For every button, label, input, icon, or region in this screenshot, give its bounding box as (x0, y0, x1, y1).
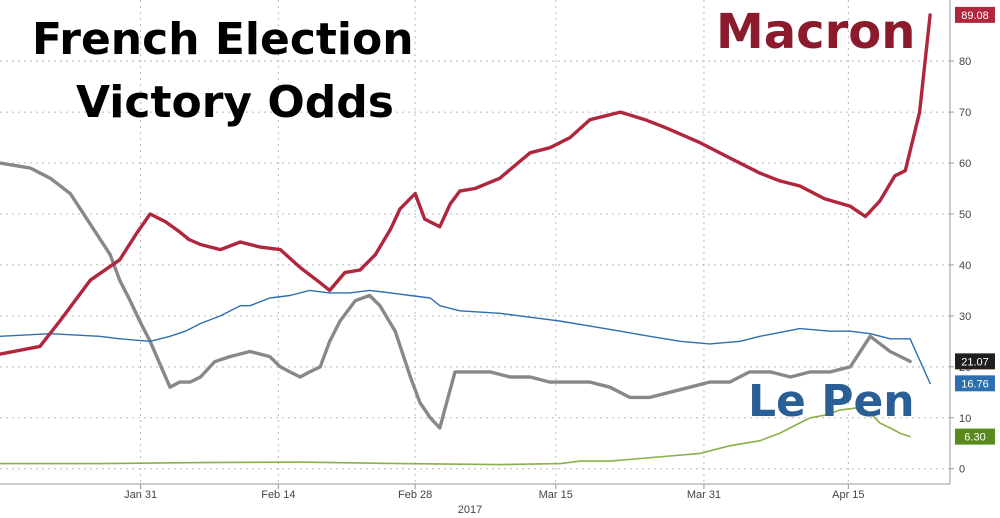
x-tick-label: Feb 14 (261, 489, 295, 501)
y-tick-label: 40 (959, 260, 971, 272)
y-tick-label: 60 (959, 158, 971, 170)
le-pen-line (0, 289, 931, 384)
last-value-badge (955, 428, 995, 445)
unlabeled-green-line (0, 406, 911, 466)
last-value-badge-text: 16.76 (961, 378, 989, 390)
x-axis-year-label: 2017 (458, 504, 482, 516)
macron-line (0, 13, 932, 356)
chart-title: French Election Victory Odds (32, 14, 414, 128)
x-tick-label: Mar 15 (539, 489, 573, 501)
chart-title-line-1: French Election (32, 14, 414, 65)
le-pen-annotation: Le Pen (748, 376, 915, 427)
y-tick-label: 80 (959, 56, 971, 68)
le-pen-line (0, 161, 912, 430)
macron-annotation: Macron (716, 4, 915, 60)
x-tick-label: Mar 31 (687, 489, 721, 501)
last-value-badge-text: 6.30 (964, 432, 985, 444)
x-tick-label: Feb 28 (398, 489, 432, 501)
x-axis-ticks: Jan 31 Feb 14 Feb 28 Mar 15 Mar 31 Apr 15 (124, 484, 865, 501)
last-value-badges: 89.08 21.07 16.76 6.30 (955, 6, 995, 445)
x-tick-label: Jan 31 (124, 489, 157, 501)
y-tick-label: 70 (959, 107, 971, 119)
y-tick-label: 0 (959, 464, 965, 476)
series-lines (0, 13, 932, 466)
y-axis-ticks: 01020304050607080 (950, 56, 971, 476)
last-value-badge (955, 375, 995, 392)
last-value-badge (955, 353, 995, 370)
chart-title-line-2: Victory Odds (76, 77, 394, 128)
axes (0, 0, 951, 485)
x-tick-label: Apr 15 (832, 489, 864, 501)
last-value-badge-text: 21.07 (961, 356, 989, 368)
last-value-badge (955, 6, 995, 23)
grid (0, 0, 950, 484)
series-annotations: Macron Le Pen (716, 4, 915, 427)
y-tick-label: 50 (959, 209, 971, 221)
y-tick-label: 30 (959, 311, 971, 323)
last-value-badge-text: 89.08 (961, 10, 989, 22)
y-tick-label: 10 (959, 413, 971, 425)
